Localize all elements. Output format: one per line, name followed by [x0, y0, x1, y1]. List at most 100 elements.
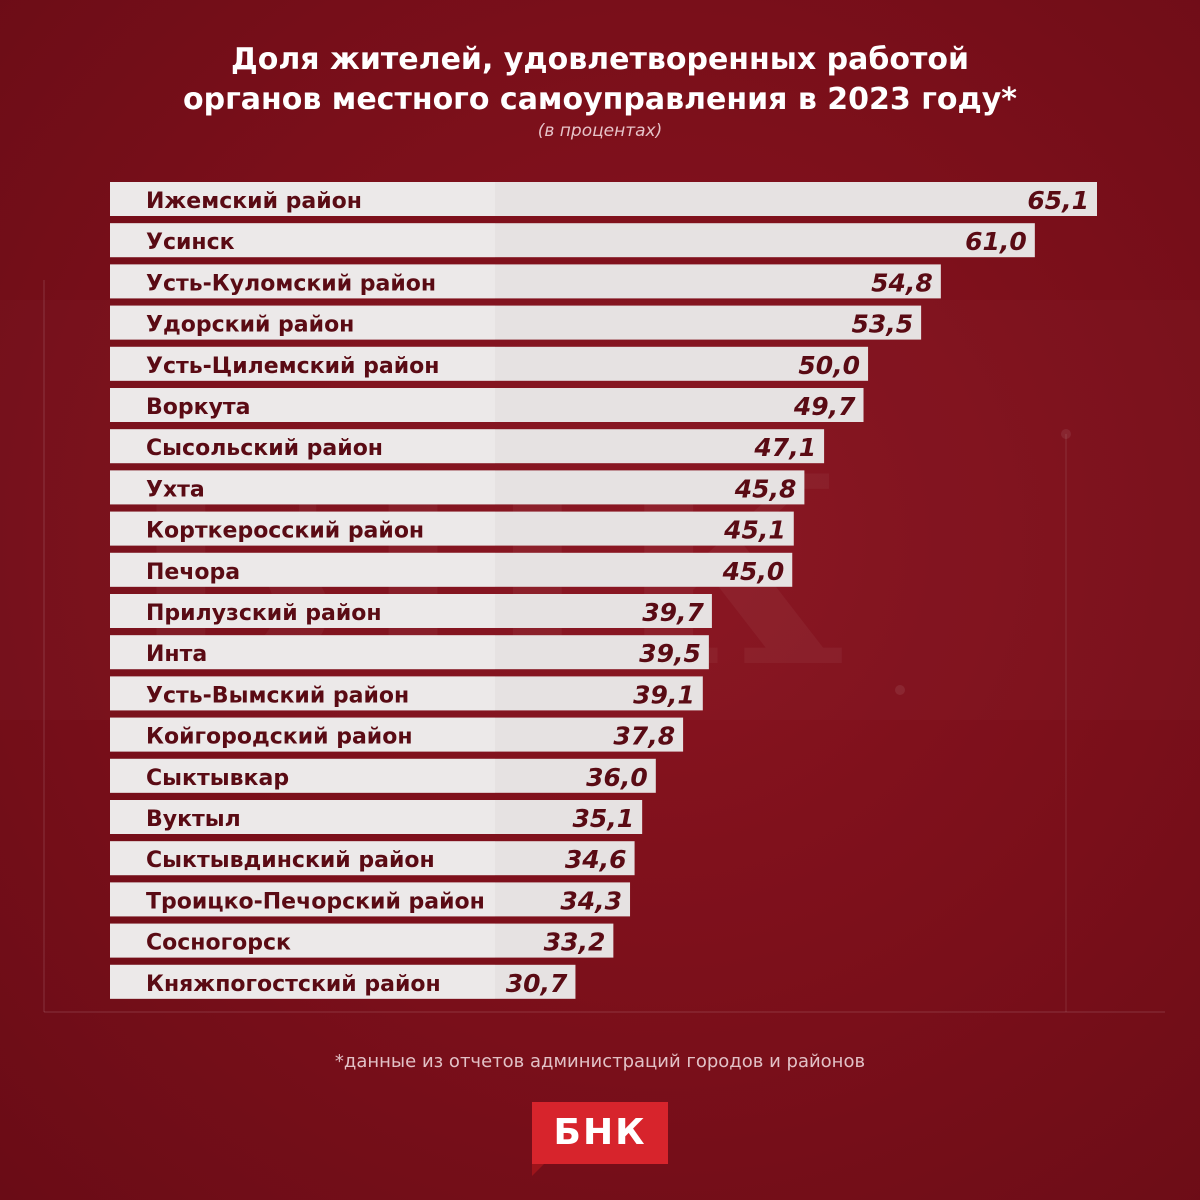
bar-row: Воркута 49,7 [110, 388, 864, 422]
title-line-2: органов местного самоуправления в 2023 г… [183, 82, 1017, 117]
bar [110, 264, 941, 299]
bar [110, 800, 643, 834]
bar-label: Ухта [146, 477, 205, 502]
bar [110, 305, 922, 340]
bnk-logo: БНК [532, 1102, 668, 1176]
bar-label: Корткеросский район [146, 519, 424, 544]
bar-highlight [110, 717, 495, 752]
bar-label: Сыктывкар [146, 766, 289, 791]
bar-highlight [110, 635, 495, 670]
bar [110, 511, 794, 546]
bar-value-label: 33,2 [544, 928, 606, 957]
bar-row: Койгородский район 37,8 [110, 717, 684, 752]
bar [110, 923, 614, 958]
bar-row: Усть-Куломский район 54,8 [110, 264, 941, 299]
bar-label: Усинск [146, 230, 235, 255]
bar-value-label: 34,3 [560, 886, 622, 915]
bar-row: Печора 45,0 [110, 552, 793, 587]
bar-highlight [110, 841, 495, 876]
bar-row: Усть-Цилемский район 50,0 [110, 346, 869, 381]
bar [110, 964, 576, 999]
bar-value-label: 39,5 [639, 639, 701, 668]
chart-title: Доля жителей, удовлетворенных работой ор… [0, 40, 1200, 120]
bar-label: Удорский район [146, 313, 354, 338]
bar-value-label: 30,7 [506, 969, 568, 998]
bar-value-label: 61,0 [965, 227, 1027, 256]
bar-highlight [110, 346, 495, 381]
bar-label: Воркута [146, 395, 251, 420]
bar-value-label: 47,1 [753, 433, 816, 462]
bar-highlight [110, 800, 495, 834]
bar-row: Усть-Вымский район 39,1 [110, 676, 703, 711]
bar-highlight [110, 182, 495, 216]
bar-row: Сосногорск 33,2 [110, 923, 614, 958]
bar [110, 635, 709, 670]
bar-row: Прилузский район 39,7 [110, 594, 712, 628]
bar [110, 552, 793, 587]
bar-label: Усть-Вымский район [146, 683, 409, 708]
bar-value-label: 45,8 [734, 474, 797, 503]
bar-highlight [110, 264, 495, 299]
bar [110, 594, 712, 628]
bar-row: Инта 39,5 [110, 635, 709, 670]
bar-row: Троицко-Печорский район 34,3 [110, 882, 631, 917]
logo-box [532, 1102, 668, 1164]
bar-highlight [110, 758, 495, 793]
bar-highlight [110, 305, 495, 340]
bar-row: Княжпогостский район 30,7 [110, 964, 576, 999]
bar-value-label: 49,7 [793, 392, 856, 421]
bar-row: Вуктыл 35,1 [110, 800, 643, 834]
bar-row: Удорский район 53,5 [110, 305, 922, 340]
bar-row: Сыктывдинский район 34,6 [110, 841, 635, 876]
bar-highlight [110, 552, 495, 587]
bar-highlight [110, 429, 495, 464]
bar-label: Усть-Цилемский район [146, 354, 439, 379]
chart-subtitle: (в процентах) [537, 121, 663, 141]
bar-value-label: 65,1 [1027, 186, 1089, 215]
bar-value-label: 37,8 [613, 722, 675, 751]
bar [110, 841, 635, 876]
bar-highlight [110, 223, 495, 258]
bar-highlight [110, 676, 495, 711]
bar-row: Сысольский район 47,1 [110, 429, 825, 464]
bar-highlight [110, 882, 495, 917]
bar-value-label: 35,1 [572, 804, 634, 833]
bar-highlight [110, 594, 495, 628]
bar-highlight [110, 923, 495, 958]
logo-shadow [532, 1164, 544, 1176]
footnote: *данные из отчетов администраций городов… [334, 1051, 866, 1072]
bar-label: Сыктывдинский район [146, 848, 435, 873]
bar-highlight [110, 964, 495, 999]
bar [110, 470, 805, 505]
bar-label: Княжпогостский район [146, 972, 441, 997]
bar-value-label: 39,1 [633, 680, 695, 709]
bar-row: Усинск 61,0 [110, 223, 1035, 258]
bar-label: Усть-Куломский район [146, 271, 436, 296]
bar-value-label: 45,0 [722, 557, 785, 586]
bar-label: Сосногорск [146, 931, 291, 956]
bar-value-label: 53,5 [851, 310, 913, 339]
bar [110, 758, 656, 793]
bar-row: Ижемский район 65,1 [110, 182, 1097, 216]
bar [110, 388, 864, 422]
bar-highlight [110, 388, 495, 422]
bar-label: Печора [146, 560, 240, 585]
bar-label: Ижемский район [146, 189, 362, 214]
bar-highlight [110, 511, 495, 546]
bar-row: Корткеросский район 45,1 [110, 511, 794, 546]
bar [110, 346, 869, 381]
bar-row: Сыктывкар 36,0 [110, 758, 656, 793]
bar-label: Вуктыл [146, 807, 241, 832]
bar-value-label: 34,6 [565, 845, 627, 874]
bar-label: Инта [146, 642, 207, 667]
bar [110, 676, 703, 711]
bar [110, 882, 631, 917]
bar-label: Сысольский район [146, 436, 383, 461]
bar-value-label: 39,7 [642, 598, 704, 627]
bar-value-label: 45,1 [723, 516, 786, 545]
bar [110, 182, 1097, 216]
bar-label: Койгородский район [146, 725, 413, 750]
